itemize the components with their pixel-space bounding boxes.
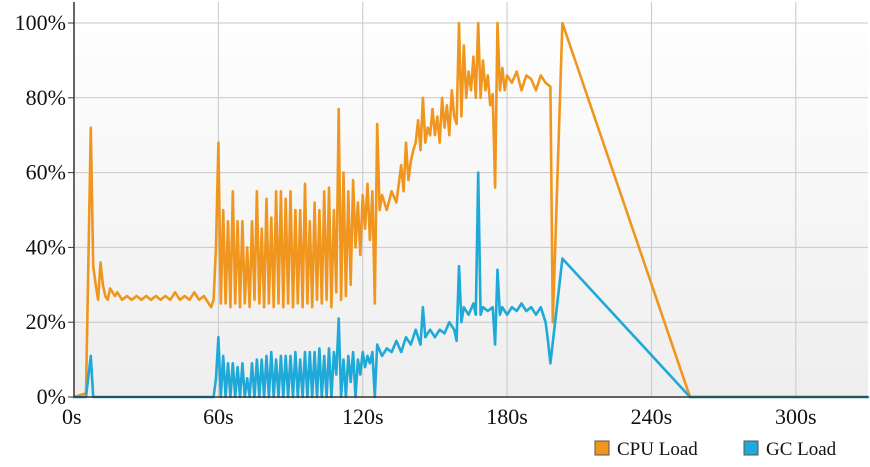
x-tick-label: 120s bbox=[342, 404, 384, 429]
series-line-gc-load bbox=[72, 171, 870, 399]
y-tick-label: 60% bbox=[26, 160, 66, 185]
y-tick-label: 40% bbox=[26, 234, 66, 259]
legend-swatch bbox=[594, 440, 610, 456]
legend-label: GC Load bbox=[766, 439, 837, 460]
x-tick-label: 240s bbox=[631, 404, 673, 429]
y-tick-label: 100% bbox=[15, 10, 66, 35]
y-tick-label: 0% bbox=[37, 384, 66, 409]
x-tick-label: 180s bbox=[486, 404, 528, 429]
x-tick-label: 60s bbox=[203, 404, 234, 429]
series-group bbox=[72, 21, 870, 399]
y-tick-label: 20% bbox=[26, 309, 66, 334]
x-tick-label: 0s bbox=[62, 404, 82, 429]
legend: CPU Load GC Load bbox=[594, 439, 837, 460]
plot-background bbox=[74, 0, 868, 398]
legend-label: CPU Load bbox=[617, 439, 698, 460]
y-tick-label: 80% bbox=[26, 85, 66, 110]
x-tick-label: 300s bbox=[775, 404, 817, 429]
series-line-cpu-load bbox=[72, 21, 870, 399]
axes: 0% 20% 40% 60% 80% 100% 0s 60s 120s 180s 240s 300s bbox=[15, 2, 868, 429]
legend-swatch bbox=[743, 440, 759, 456]
